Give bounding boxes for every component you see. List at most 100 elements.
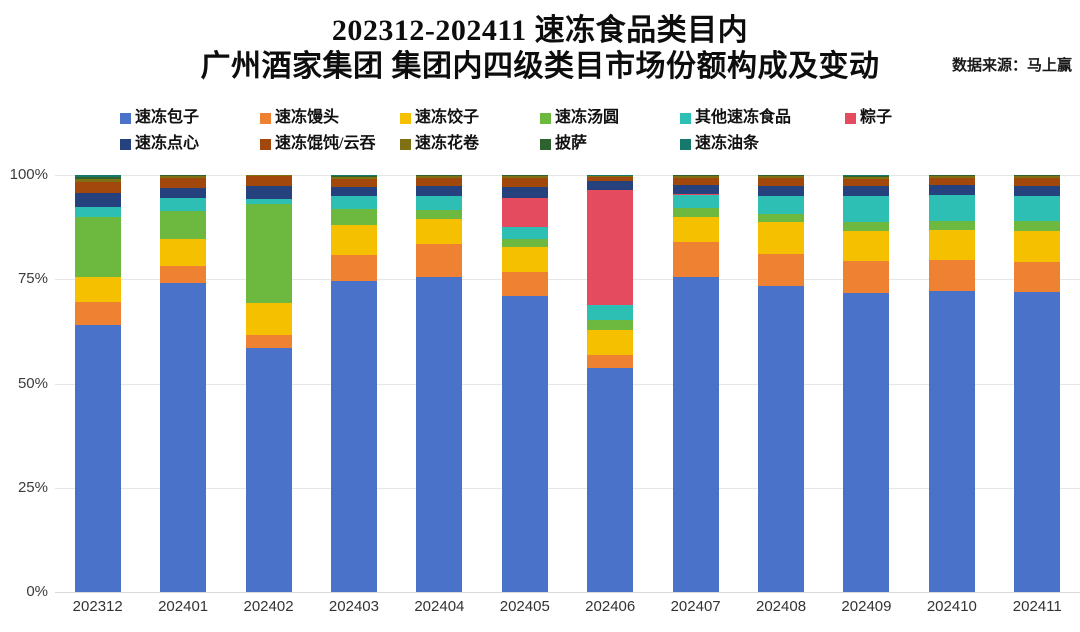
bar-segment[interactable] — [160, 239, 207, 267]
bar-segment[interactable] — [1014, 220, 1061, 231]
bar-segment[interactable] — [758, 254, 805, 287]
bar-segment[interactable] — [330, 196, 377, 210]
bar-segment[interactable] — [74, 277, 121, 303]
bar-segment[interactable] — [1014, 195, 1061, 221]
bar-segment[interactable] — [843, 260, 890, 293]
bar-segment[interactable] — [1014, 292, 1061, 592]
bar-segment[interactable] — [758, 195, 805, 215]
bar-segment[interactable] — [416, 176, 463, 179]
bar-segment[interactable] — [928, 175, 975, 177]
bar-segment[interactable] — [1014, 185, 1061, 196]
bar-segment[interactable] — [501, 187, 548, 198]
bar-segment[interactable] — [672, 241, 719, 277]
bar-segment[interactable] — [758, 214, 805, 223]
bar-segment[interactable] — [758, 176, 805, 179]
bar-segment[interactable] — [160, 178, 207, 188]
stacked-bar[interactable] — [416, 174, 463, 592]
bar-segment[interactable] — [416, 175, 463, 177]
bar-segment[interactable] — [1014, 230, 1061, 262]
bar-segment[interactable] — [587, 180, 634, 191]
legend-item[interactable]: 速冻馒头 — [260, 107, 339, 129]
bar-segment[interactable] — [843, 178, 890, 186]
bar-segment[interactable] — [416, 277, 463, 592]
stacked-bar[interactable] — [501, 175, 548, 592]
bar-segment[interactable] — [672, 193, 719, 195]
bar-segment[interactable] — [843, 175, 890, 177]
bar-segment[interactable] — [160, 175, 207, 177]
bar-segment[interactable] — [330, 178, 377, 187]
bar-group[interactable] — [1014, 175, 1061, 592]
stacked-bar[interactable] — [1014, 175, 1061, 592]
bar-group[interactable] — [672, 174, 719, 592]
bar-segment[interactable] — [672, 276, 719, 592]
legend-item[interactable]: 粽子 — [845, 107, 892, 129]
bar-segment[interactable] — [330, 176, 377, 179]
bar-segment[interactable] — [501, 272, 548, 297]
bar-segment[interactable] — [587, 176, 634, 181]
bar-segment[interactable] — [758, 222, 805, 255]
bar-segment[interactable] — [74, 182, 121, 193]
bar-segment[interactable] — [160, 283, 207, 592]
bar-segment[interactable] — [587, 305, 634, 321]
bar-segment[interactable] — [843, 222, 890, 232]
legend-item[interactable]: 其他速冻食品 — [680, 107, 791, 129]
bar-group[interactable] — [843, 175, 890, 592]
bar-segment[interactable] — [74, 175, 121, 178]
bar-segment[interactable] — [758, 175, 805, 177]
bar-segment[interactable] — [74, 177, 121, 180]
bar-segment[interactable] — [416, 186, 463, 196]
legend-item[interactable]: 速冻馄饨/云吞 — [260, 133, 375, 155]
legend-item[interactable]: 速冻油条 — [680, 133, 759, 155]
bar-segment[interactable] — [160, 211, 207, 240]
bar-segment[interactable] — [928, 176, 975, 179]
bar-segment[interactable] — [843, 196, 890, 223]
bar-segment[interactable] — [416, 195, 463, 210]
bar-group[interactable] — [330, 175, 377, 592]
bar-segment[interactable] — [672, 184, 719, 194]
stacked-bar[interactable] — [758, 174, 805, 592]
bar-segment[interactable] — [843, 231, 890, 261]
bar-segment[interactable] — [74, 217, 121, 278]
bar-segment[interactable] — [758, 185, 805, 196]
bar-segment[interactable] — [587, 368, 634, 592]
bar-group[interactable] — [416, 174, 463, 592]
legend-item[interactable]: 速冻饺子 — [400, 107, 479, 129]
bar-segment[interactable] — [501, 175, 548, 178]
bar-segment[interactable] — [245, 175, 292, 177]
stacked-bar[interactable] — [587, 175, 634, 592]
bar-group[interactable] — [928, 174, 975, 592]
bar-segment[interactable] — [330, 224, 377, 256]
bar-segment[interactable] — [160, 176, 207, 179]
bar-segment[interactable] — [330, 209, 377, 225]
bar-segment[interactable] — [928, 195, 975, 222]
bar-segment[interactable] — [928, 178, 975, 186]
stacked-bar[interactable] — [160, 175, 207, 592]
bar-segment[interactable] — [330, 175, 377, 176]
bar-segment[interactable] — [1014, 175, 1061, 176]
stacked-bar[interactable] — [245, 175, 292, 592]
bar-segment[interactable] — [843, 176, 890, 179]
bar-segment[interactable] — [587, 175, 634, 177]
bar-segment[interactable] — [416, 178, 463, 187]
bar-segment[interactable] — [501, 239, 548, 248]
bar-segment[interactable] — [74, 325, 121, 592]
bar-segment[interactable] — [330, 281, 377, 592]
bar-segment[interactable] — [330, 255, 377, 282]
bar-segment[interactable] — [1014, 177, 1061, 186]
bar-segment[interactable] — [672, 177, 719, 185]
bar-group[interactable] — [160, 175, 207, 592]
bar-segment[interactable] — [672, 217, 719, 242]
bar-segment[interactable] — [245, 186, 292, 200]
bar-segment[interactable] — [672, 208, 719, 218]
bar-segment[interactable] — [928, 230, 975, 261]
bar-segment[interactable] — [416, 209, 463, 219]
bar-segment[interactable] — [672, 174, 719, 176]
bar-group[interactable] — [501, 175, 548, 592]
bar-segment[interactable] — [843, 175, 890, 176]
bar-segment[interactable] — [501, 177, 548, 188]
bar-segment[interactable] — [672, 175, 719, 178]
bar-segment[interactable] — [245, 176, 292, 187]
legend-item[interactable]: 速冻点心 — [120, 133, 199, 155]
bar-segment[interactable] — [843, 185, 890, 197]
bar-group[interactable] — [587, 175, 634, 592]
